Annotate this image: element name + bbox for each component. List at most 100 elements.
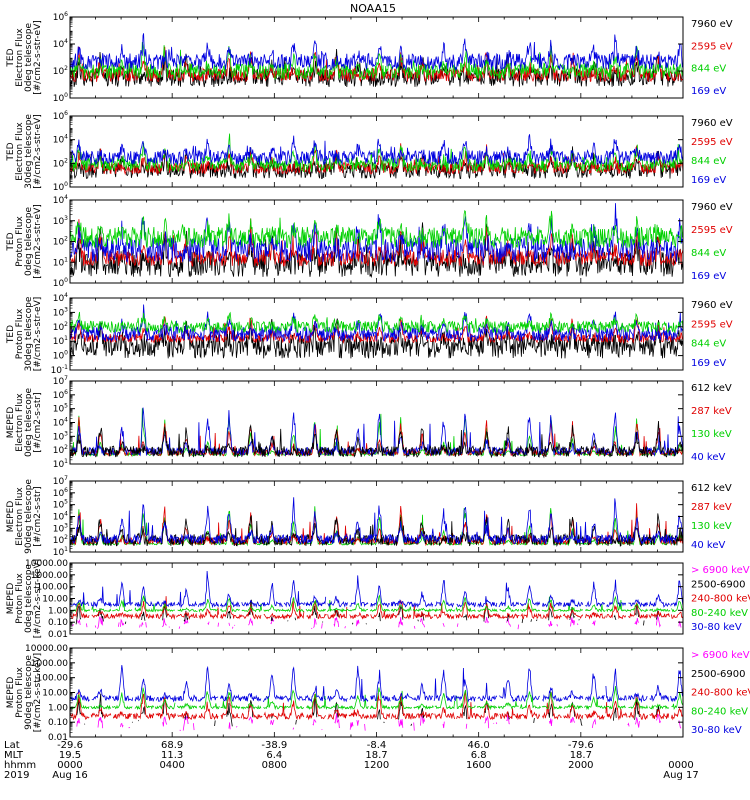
y-axis-label: TEDElectron Flux30deg telescope[#/cm2-s-… xyxy=(6,114,43,189)
series-line-2-4 xyxy=(70,134,683,166)
y-tick-label: 103 xyxy=(53,522,68,534)
panels: 100 102 104 106 TEDElectron Flux0deg telesco… xyxy=(6,11,750,743)
legend-entry: 130 keV xyxy=(691,429,732,440)
series-line-7-4 xyxy=(70,594,683,613)
panel-3: 100 101 102 103 104 TEDProton Flux0deg telesc… xyxy=(6,194,733,289)
y-tick-label: 10.00 xyxy=(42,595,68,605)
y-axis-label: TEDProton Flux30deg telescope[#/cm2-s-st… xyxy=(6,296,43,371)
series-line-4-2 xyxy=(70,315,683,345)
y-axis-label: TEDElectron Flux0deg telescope[#/cm2-s-s… xyxy=(6,20,43,95)
x-info-date: Aug 17 xyxy=(663,770,698,781)
y-tick-label: 102 xyxy=(53,321,68,333)
chart-title: NOAA15 xyxy=(350,2,396,15)
y-tick-label: 106 xyxy=(53,110,68,122)
y-tick-label: 104 xyxy=(53,417,68,429)
series-line-4-1 xyxy=(70,318,683,359)
series-line-1-1 xyxy=(70,48,683,88)
y-tick-label: 104 xyxy=(53,194,68,206)
legend-entry: 7960 eV xyxy=(691,300,733,311)
legend-entry: 80-240 keV xyxy=(691,706,748,717)
legend-entry: 844 eV xyxy=(691,64,726,75)
legend-entry: 7960 eV xyxy=(691,202,733,213)
legend-entry: 844 eV xyxy=(691,248,726,259)
x-info-mlt: 6.4 xyxy=(266,750,282,761)
x-info-hhmm: 2000 xyxy=(568,760,593,771)
y-tick-label: 101 xyxy=(53,256,68,268)
legend-entry: 2500-6900 xyxy=(691,669,746,680)
y-tick-label: 107 xyxy=(53,375,68,387)
series-line-8-4 xyxy=(70,685,683,711)
y-tick-label: 104 xyxy=(53,292,68,304)
y-tick-label: 106 xyxy=(53,487,68,499)
x-info-hhmm: 0800 xyxy=(262,760,287,771)
y-tick-label: 102 xyxy=(53,65,68,77)
x-info-hhmm: 0000 xyxy=(668,760,693,771)
x-info-hhmm: 0400 xyxy=(159,760,184,771)
x-info-mlt: 19.5 xyxy=(59,750,81,761)
legend-entry: 612 keV xyxy=(691,383,732,394)
series-line-5-1 xyxy=(70,420,683,459)
y-axis-label: MEPEDProton Flux90deg telescope[#/cm2-s-… xyxy=(6,653,43,732)
y-tick-label: 103 xyxy=(53,430,68,442)
y-tick-label: 103 xyxy=(53,306,68,318)
y-tick-label: 107 xyxy=(53,475,68,487)
legend-entry: 2500-6900 xyxy=(691,579,746,590)
series-line-2-3 xyxy=(70,133,683,174)
legend-entry: 240-800 keV xyxy=(691,688,750,699)
legend-entry: 169 eV xyxy=(691,271,726,282)
y-tick-label: 102 xyxy=(53,236,68,248)
y-tick-label: 0.10 xyxy=(48,618,68,628)
y-tick-label: 100.00 xyxy=(37,674,69,684)
y-tick-label: 10.00 xyxy=(42,689,68,699)
y-tick-label: 104 xyxy=(53,38,68,50)
x-info-row-label: hhmm xyxy=(4,760,36,771)
series-line-8-3 xyxy=(70,691,683,721)
legend-entry: 169 eV xyxy=(691,175,726,186)
legend-entry: > 6900 keV xyxy=(691,650,750,661)
series-line-4-3 xyxy=(70,311,683,335)
y-tick-label: 106 xyxy=(53,389,68,401)
y-tick-label: 1000.00 xyxy=(31,659,68,669)
legend-entry: 287 keV xyxy=(691,502,732,513)
series-line-7-1 xyxy=(72,614,682,630)
y-tick-label: 101 xyxy=(53,458,68,470)
legend-entry: 80-240 keV xyxy=(691,608,748,619)
legend-entry: 612 keV xyxy=(691,483,732,494)
panel-2: 100 102 104 106 TEDElectron Flux30deg telesc… xyxy=(6,110,733,193)
y-tick-label: 0.01 xyxy=(48,733,68,743)
legend-entry: 287 keV xyxy=(691,406,732,417)
y-tick-label: 0.10 xyxy=(48,718,68,728)
y-tick-label: 100 xyxy=(53,350,68,362)
x-info-lat: -79.6 xyxy=(568,740,594,751)
legend-entry: 2595 eV xyxy=(691,41,733,52)
x-info-mlt: 18.7 xyxy=(365,750,387,761)
legend-entry: 30-80 keV xyxy=(691,725,742,736)
x-info-mlt: 18.7 xyxy=(570,750,592,761)
y-axis-label: MEPEDProton Flux0deg telescope[#/cm2-s-s… xyxy=(6,559,43,638)
legend-entry: 169 eV xyxy=(691,358,726,369)
series-line-4-4 xyxy=(70,304,683,343)
legend-entry: 2595 eV xyxy=(691,137,733,148)
x-info-hhmm: 0000 xyxy=(57,760,82,771)
y-tick-label: 102 xyxy=(53,444,68,456)
legend-entry: 7960 eV xyxy=(691,19,733,30)
y-tick-label: 1000.00 xyxy=(31,571,68,581)
legend-entry: 130 keV xyxy=(691,521,732,532)
legend-entry: 169 eV xyxy=(691,86,726,97)
x-info-hhmm: 1600 xyxy=(466,760,491,771)
series-line-1-4 xyxy=(70,33,683,71)
series-line-3-3 xyxy=(70,209,683,249)
legend-entry: 40 keV xyxy=(691,452,725,463)
panel-frame xyxy=(69,647,684,738)
x-info-row-label: MLT xyxy=(4,750,24,761)
y-tick-label: 1.00 xyxy=(48,606,68,616)
y-tick-label: 0.01 xyxy=(48,630,68,640)
y-tick-label: 106 xyxy=(53,11,68,23)
y-tick-label: 10000.00 xyxy=(25,559,68,569)
series-line-3-4 xyxy=(70,203,683,263)
y-tick-label: 10000.00 xyxy=(25,644,68,654)
